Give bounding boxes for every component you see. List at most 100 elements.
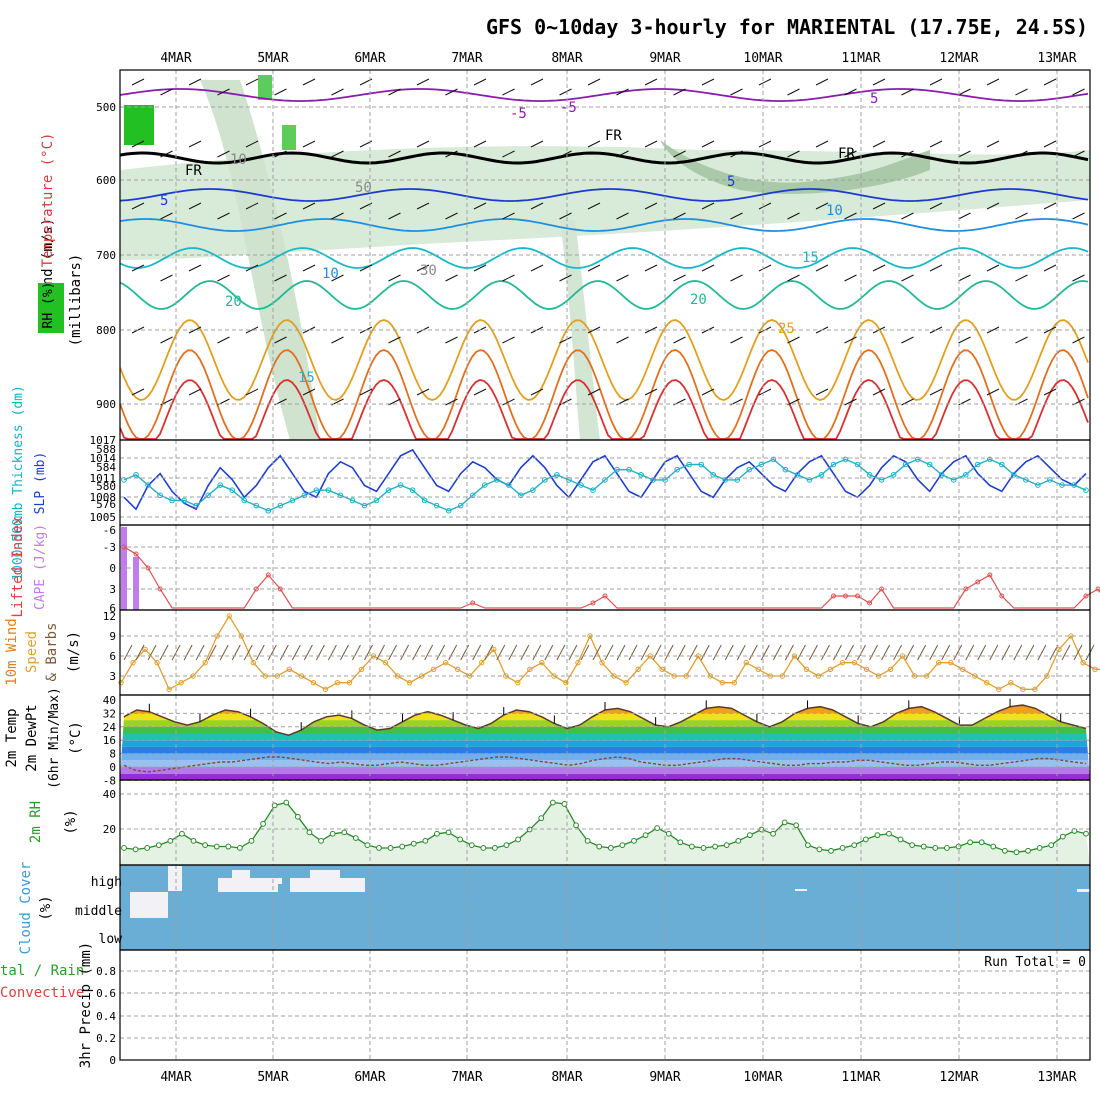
rh-point <box>132 846 139 853</box>
rh-point <box>607 845 614 851</box>
wind-speed-point <box>455 666 461 673</box>
wind-barb <box>188 140 202 148</box>
date-label-bottom: 9MAR <box>649 1070 680 1085</box>
wind-barb <box>445 150 458 158</box>
thickness-point <box>962 472 969 478</box>
lifted-index-line <box>123 546 1100 609</box>
wind-speed-point <box>1008 679 1014 686</box>
wind-barb <box>965 644 975 661</box>
ylabel-2m-temp: 2m Temp <box>4 708 20 767</box>
wind-speed-point <box>743 659 749 666</box>
wind-barb <box>844 212 857 220</box>
rh-point <box>387 845 394 851</box>
date-label-bottom: 7MAR <box>451 1070 482 1085</box>
wind-barb <box>587 140 601 148</box>
rh-point <box>167 837 174 844</box>
li-point <box>987 572 993 578</box>
wind-barb <box>758 264 772 272</box>
contour-label: 30 <box>420 263 437 279</box>
wind-barb <box>217 150 230 158</box>
rh-high-patch <box>282 125 296 150</box>
ylabel-cloud-unit: (%) <box>38 895 54 920</box>
wind-barb <box>135 644 145 661</box>
wind-barb <box>1013 644 1023 661</box>
wind-barb <box>901 150 914 158</box>
wind-barb <box>416 78 430 86</box>
wind-barb <box>302 202 316 210</box>
rh-point <box>538 815 545 822</box>
date-label-top: 6MAR <box>354 51 385 66</box>
thickness-point <box>409 487 416 494</box>
rh-point <box>1059 833 1066 840</box>
date-label-bottom: 6MAR <box>354 1070 385 1085</box>
thickness-point <box>974 461 981 468</box>
cloud-gap <box>310 870 330 880</box>
wind-barb <box>502 212 515 220</box>
rh-point <box>468 842 475 849</box>
wind-barb <box>388 644 397 661</box>
rh-point <box>1001 847 1008 854</box>
wind-barb <box>424 644 434 661</box>
wind-barb <box>160 88 173 96</box>
ylabel-thickness: 1000-500mb Thickness (dm) <box>11 385 26 581</box>
wind-speed-point <box>623 679 629 686</box>
wind-barb <box>484 644 494 661</box>
wind-barb <box>1015 274 1028 282</box>
date-label-top: 10MAR <box>743 51 782 66</box>
y-tick-label: 900 <box>96 398 116 411</box>
slp-line <box>123 448 1087 511</box>
isotherm-35 <box>119 379 1089 440</box>
rh-point <box>1036 845 1043 851</box>
rh-point <box>886 830 892 837</box>
wind-barb <box>1037 644 1047 661</box>
cloud-gap <box>218 878 278 892</box>
thickness-point <box>433 502 440 509</box>
wind-barb <box>845 644 854 661</box>
rh-point <box>364 842 371 849</box>
y-tick-label: -3 <box>103 541 116 554</box>
wind-barb <box>388 88 401 96</box>
wind-barb <box>340 644 349 661</box>
rh-point <box>689 843 695 850</box>
rh-legend-swatch <box>38 283 64 333</box>
wind-barb <box>188 264 202 272</box>
wind-barb <box>736 644 746 661</box>
wind-barb <box>508 644 518 661</box>
wind-speed-point <box>382 659 389 666</box>
wind-barb <box>188 202 202 210</box>
rh-point <box>1013 849 1020 856</box>
rh-point <box>410 840 417 847</box>
y-tick-label-right: 1014 <box>90 452 117 465</box>
wind-barb <box>1001 644 1011 661</box>
wind-barb <box>502 398 515 406</box>
wind-barb <box>219 644 229 661</box>
thickness-point <box>554 472 560 478</box>
thickness-point <box>686 461 692 468</box>
wind-barb <box>701 202 715 210</box>
thickness-point <box>674 466 680 473</box>
rh-point <box>376 845 382 851</box>
rh-point <box>422 837 429 844</box>
rh-point <box>399 843 406 850</box>
wind-barb <box>123 644 133 661</box>
wind-speed-point <box>142 646 148 653</box>
wind-speed-point <box>527 666 533 673</box>
li-point <box>830 593 836 599</box>
wind-speed-point <box>166 686 172 693</box>
wind-barb <box>217 212 230 220</box>
rh-point <box>874 832 881 839</box>
rh-high-patch <box>124 105 154 145</box>
wind-barb <box>986 326 1000 334</box>
isotherm-minus5 <box>119 88 1089 102</box>
wind-barb <box>953 644 963 661</box>
y-tick-label: 584 <box>96 461 116 474</box>
y-tick-label: 3 <box>109 583 116 596</box>
wind-barb <box>760 644 770 661</box>
dewpoint-line <box>123 756 1087 773</box>
thickness-point <box>397 482 404 488</box>
date-label-top: 7MAR <box>451 51 482 66</box>
rh-point <box>700 845 707 851</box>
wind-speed-point <box>599 659 605 666</box>
cloud-fill <box>120 865 1090 950</box>
rh-point <box>341 829 348 836</box>
